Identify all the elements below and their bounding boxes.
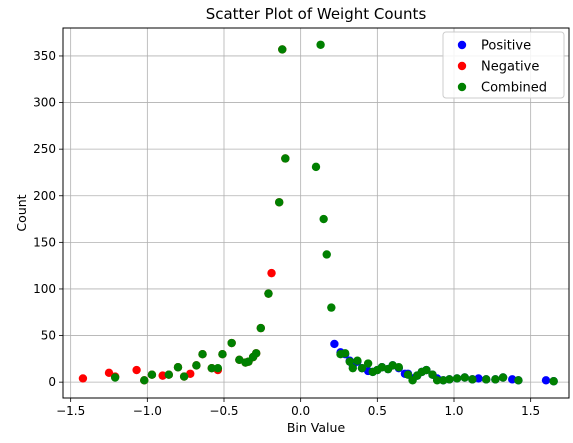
combined-point — [514, 376, 523, 385]
legend-label-positive: Positive — [481, 39, 531, 54]
combined-point — [264, 289, 273, 298]
negative-point — [78, 374, 88, 383]
y-tick-label: 300 — [33, 96, 56, 110]
combined-point — [110, 373, 120, 382]
combined-point — [316, 40, 325, 49]
positive-point — [541, 376, 551, 385]
combined-point — [275, 198, 284, 207]
combined-point — [278, 45, 287, 54]
y-tick-label: 150 — [33, 235, 56, 249]
combined-point — [468, 375, 477, 384]
combined-point — [452, 374, 462, 383]
combined-point — [403, 370, 413, 379]
combined-point — [345, 357, 354, 366]
combined-point — [173, 363, 183, 372]
combined-point — [353, 356, 362, 365]
combined-point — [198, 349, 207, 359]
x-tick-label: 0.0 — [291, 404, 310, 418]
legend-marker-negative — [457, 61, 467, 71]
x-tick-label: −0.5 — [209, 404, 238, 418]
legend-label-combined: Combined — [481, 81, 547, 96]
combined-point — [428, 370, 437, 379]
y-tick-label: 100 — [33, 282, 56, 296]
combined-point — [281, 154, 290, 163]
combined-point — [445, 375, 454, 384]
combined-point — [192, 361, 201, 370]
combined-point — [227, 338, 236, 348]
legend-box — [442, 31, 565, 99]
combined-point — [164, 370, 173, 379]
combined-point — [491, 375, 500, 384]
x-tick-label: −1.5 — [56, 404, 85, 418]
combined-point — [213, 363, 223, 373]
y-axis-label: Count — [14, 194, 29, 231]
legend-label-negative: Negative — [481, 60, 539, 75]
x-tick-label: 1.5 — [521, 404, 540, 418]
combined-point — [348, 363, 357, 373]
combined-point — [311, 162, 321, 172]
y-tick-label: 50 — [41, 329, 56, 343]
x-tick-label: −1.0 — [133, 404, 162, 418]
combined-point — [140, 376, 149, 385]
data-points — [78, 40, 558, 386]
x-axis-label: Bin Value — [287, 420, 346, 435]
combined-point — [482, 375, 491, 384]
combined-point — [422, 365, 431, 375]
y-tick-label: 0 — [48, 375, 56, 389]
combined-point — [319, 214, 328, 224]
combined-point — [256, 323, 265, 333]
combined-point — [327, 303, 336, 312]
combined-point — [147, 370, 157, 379]
x-tick-label: 0.5 — [368, 404, 387, 418]
legend-marker-positive — [457, 40, 467, 50]
combined-point — [363, 359, 373, 368]
combined-point — [179, 372, 189, 381]
legend-marker-combined — [457, 82, 467, 92]
combined-point — [394, 363, 403, 372]
combined-point — [432, 376, 442, 385]
y-tick-label: 200 — [33, 189, 56, 203]
y-tick-label: 250 — [33, 142, 56, 156]
x-tick-label: 1.0 — [444, 404, 463, 418]
negative-point — [132, 365, 141, 375]
plot-area-frame — [62, 27, 570, 399]
y-tick-label: 350 — [33, 49, 56, 63]
negative-point — [267, 268, 276, 278]
combined-point — [340, 349, 350, 358]
combined-point — [357, 363, 367, 373]
combined-point — [218, 349, 227, 359]
legend: Positive Negative Combined — [442, 31, 565, 99]
combined-point — [322, 250, 331, 259]
combined-point — [207, 363, 216, 373]
chart-title: Scatter Plot of Weight Counts — [206, 5, 427, 23]
combined-point — [498, 373, 508, 382]
combined-point — [252, 349, 261, 358]
positive-point — [330, 339, 339, 349]
axis-ticks: −1.5 −1.0 −0.5 0.0 0.5 1.0 1.5 0 50 100 150 200 250 3… — [33, 49, 540, 418]
negative-point — [104, 368, 114, 378]
combined-point — [460, 373, 469, 382]
combined-point — [549, 377, 558, 386]
